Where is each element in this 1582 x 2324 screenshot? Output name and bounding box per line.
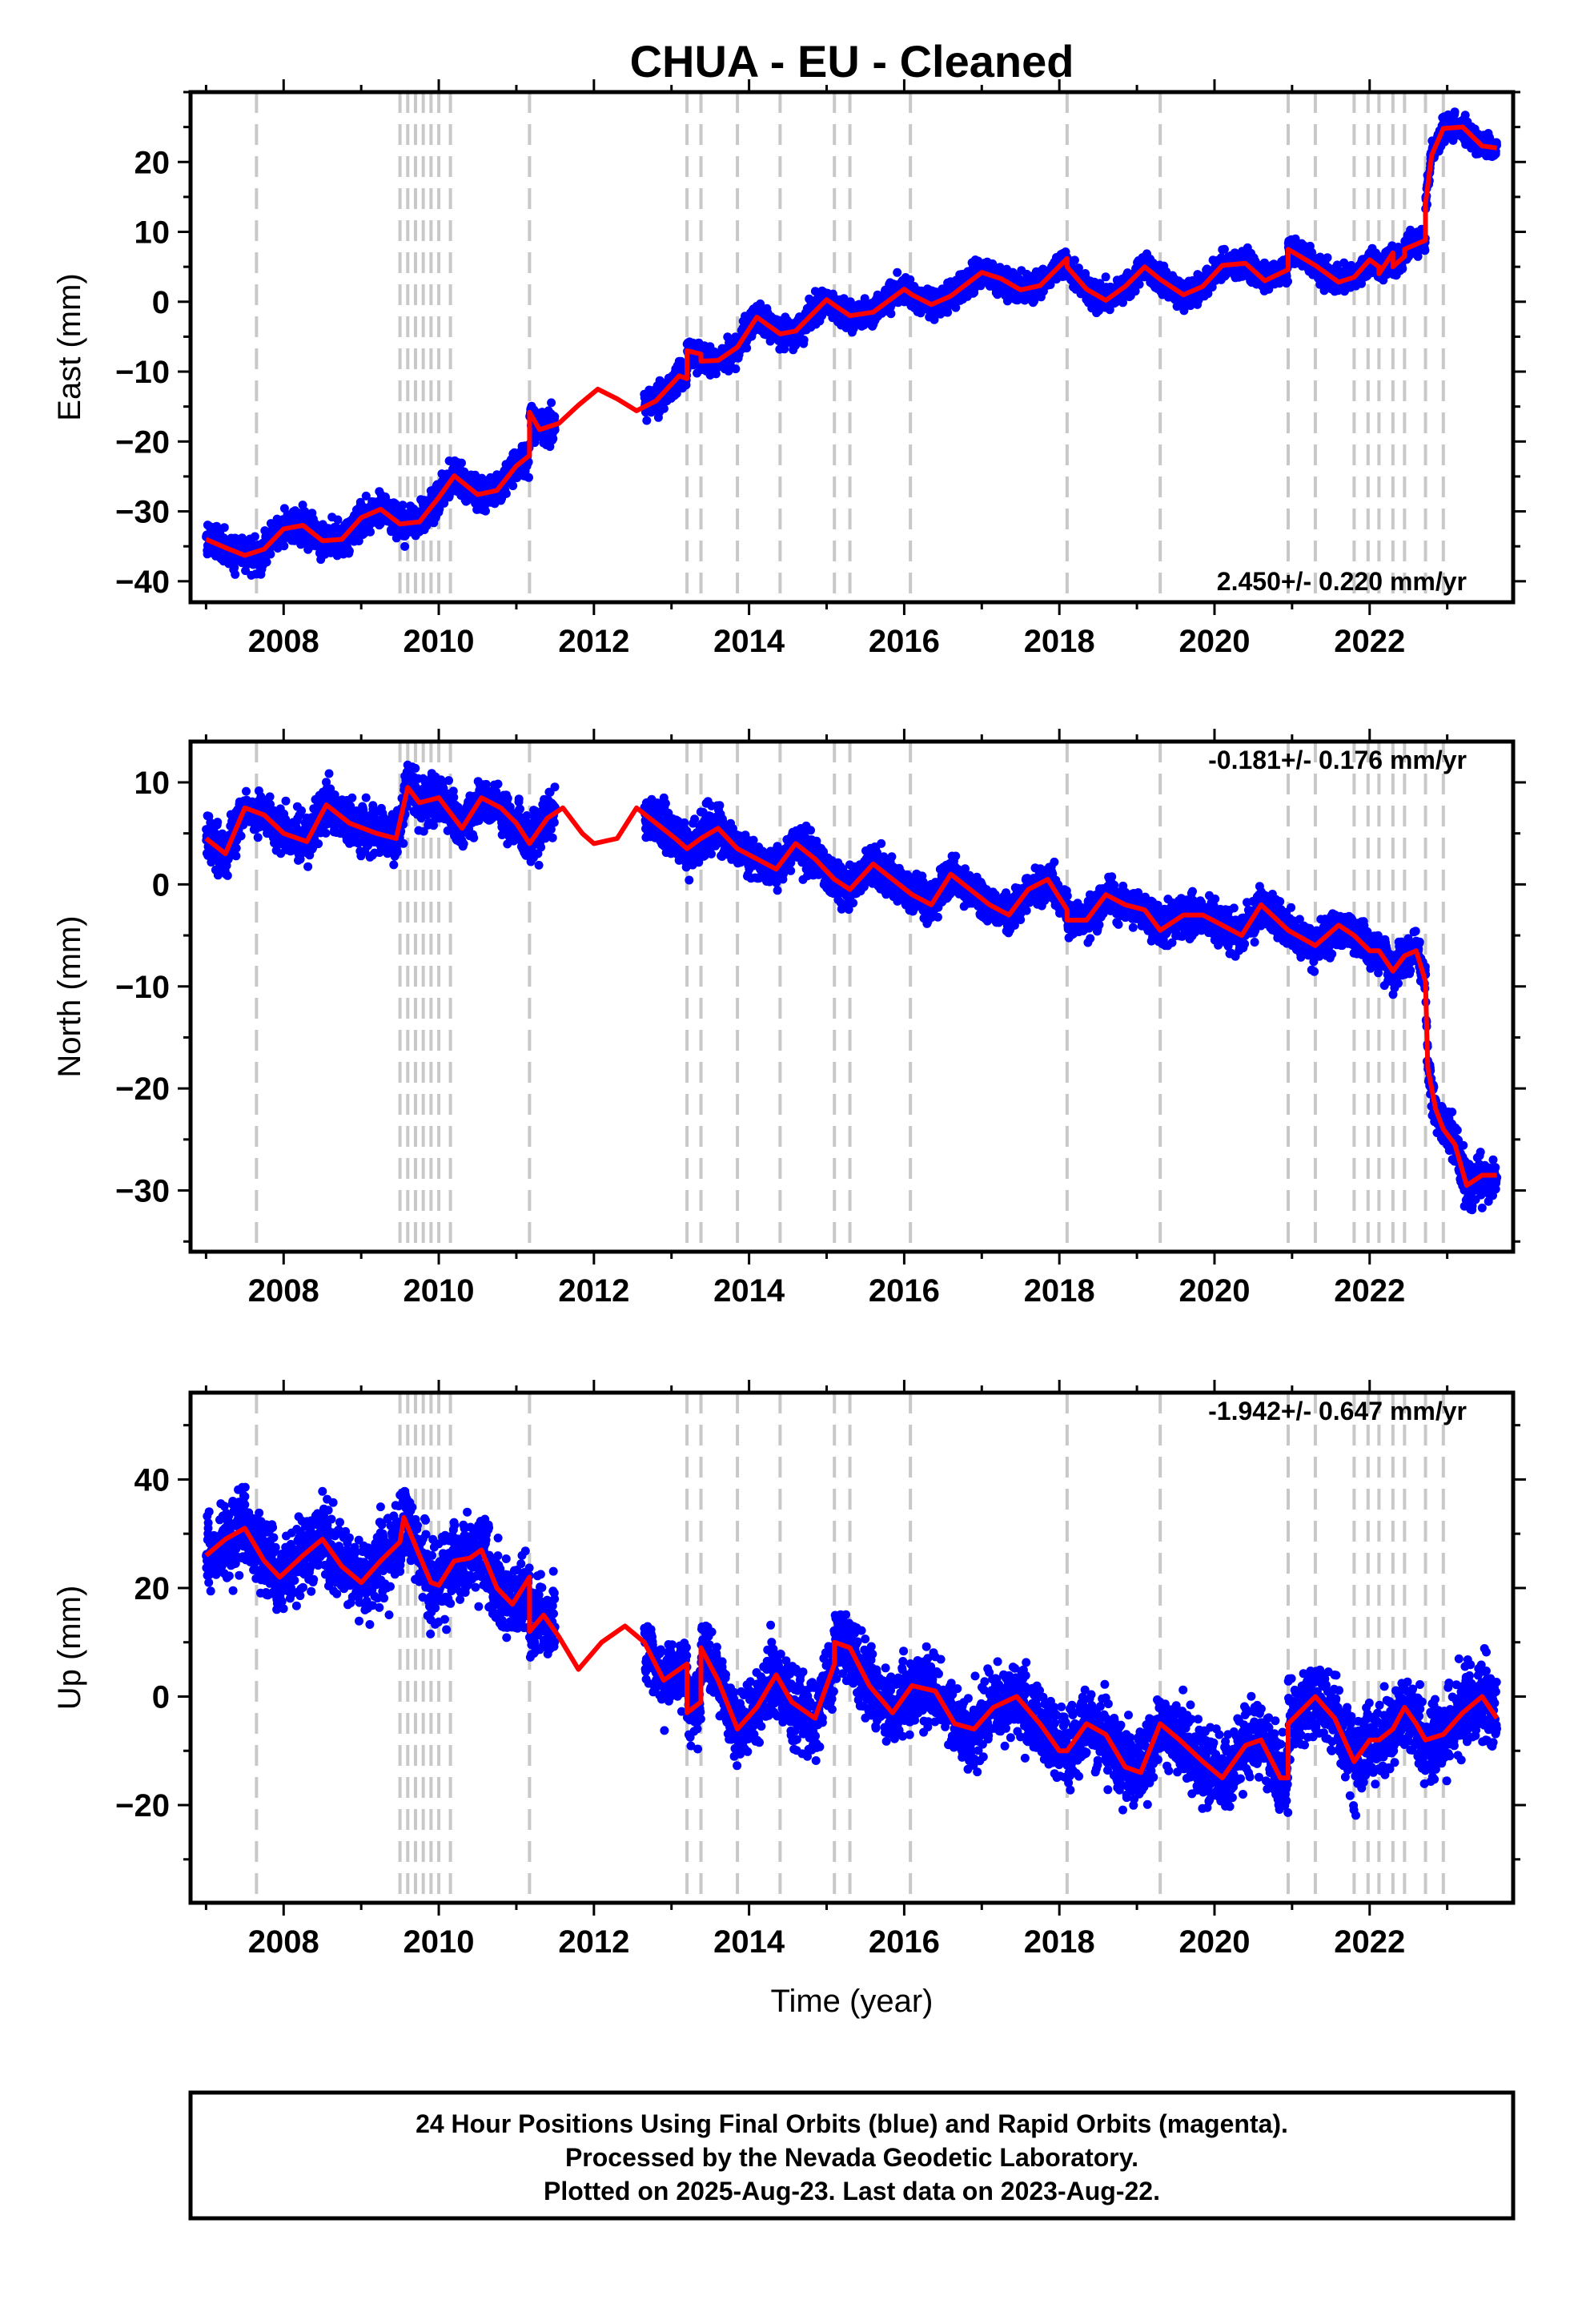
data-point (524, 472, 533, 482)
data-point (250, 532, 259, 541)
data-point (508, 481, 518, 491)
data-point (422, 521, 432, 530)
data-point (659, 404, 669, 413)
data-point (1101, 272, 1110, 282)
data-point (457, 458, 466, 468)
data-point (219, 523, 229, 533)
data-point (839, 294, 849, 304)
data-point (231, 569, 240, 579)
data-point (1283, 276, 1292, 286)
data-point (400, 541, 410, 551)
data-point (1070, 255, 1079, 265)
data-point (1219, 244, 1229, 254)
data-point (550, 412, 560, 421)
data-point (481, 506, 490, 516)
data-point (1420, 246, 1430, 255)
data-point (886, 309, 896, 319)
data-point (262, 557, 271, 567)
data-point (501, 489, 511, 498)
chart-title: CHUA - EU - Cleaned (630, 36, 1074, 86)
data-point (742, 344, 752, 353)
data-point (547, 398, 556, 408)
data-point (756, 299, 765, 308)
data-point (333, 515, 343, 525)
data-point (344, 546, 354, 556)
data-point (266, 549, 275, 559)
data-point (930, 315, 939, 324)
data-point (799, 336, 809, 344)
data-point (380, 493, 390, 501)
east-panel: 2008 2010 2012 2014 2016 2018 2020 2022−40−30−2… (52, 79, 1526, 659)
data-point (731, 364, 741, 374)
data-point (279, 541, 289, 551)
data-point (943, 308, 953, 317)
data-point (672, 389, 681, 398)
data-point (366, 527, 375, 537)
data-point (361, 491, 371, 501)
data-point (398, 501, 408, 510)
data-point (1450, 107, 1460, 117)
data-point (951, 303, 961, 312)
data-point (1398, 264, 1407, 273)
data-point (905, 275, 915, 284)
data-point (548, 434, 558, 444)
data-point (893, 267, 902, 277)
data-point (230, 563, 239, 573)
data-point (642, 416, 652, 425)
data-point (1323, 253, 1332, 263)
